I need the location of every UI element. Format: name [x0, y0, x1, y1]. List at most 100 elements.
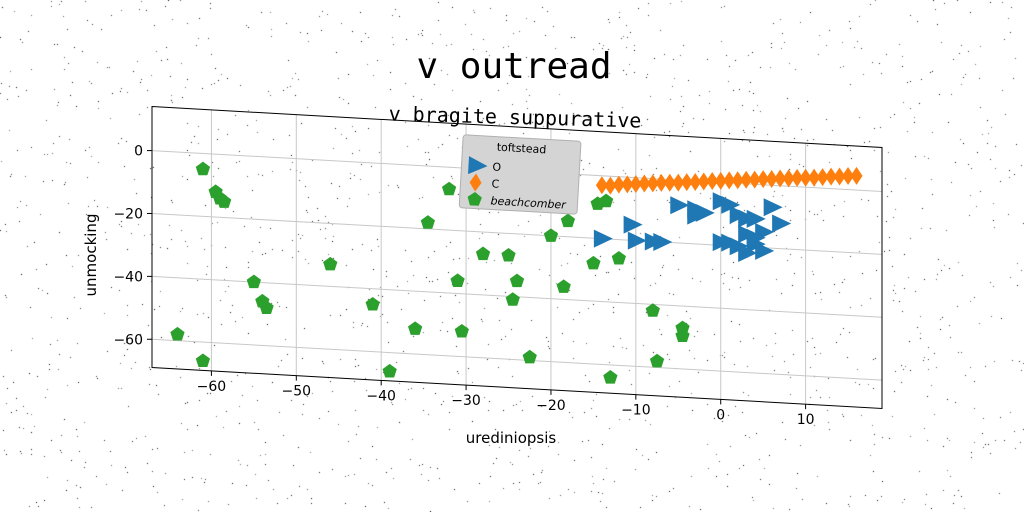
data-point: [714, 171, 727, 190]
data-point: [627, 231, 647, 250]
data-point: [850, 166, 863, 185]
data-point: [450, 273, 465, 287]
data-point: [593, 229, 613, 248]
plot-frame: [151, 106, 883, 409]
data-point: [195, 161, 211, 176]
data-point: [638, 174, 651, 193]
data-point: [842, 167, 855, 186]
data-point: [604, 176, 617, 195]
legend-marker: [469, 173, 482, 192]
data-point: [454, 323, 469, 338]
x-tick-label: −40: [366, 388, 396, 404]
data-point: [680, 173, 693, 192]
data-point: [509, 273, 525, 288]
series-c: [595, 166, 863, 195]
data-point: [408, 321, 423, 335]
data-point: [646, 174, 659, 193]
data-point: [663, 173, 676, 192]
data-point: [323, 256, 338, 271]
legend-title: toftstead: [496, 141, 546, 157]
series-o: [593, 192, 792, 263]
data-point: [259, 300, 274, 315]
data-point: [746, 228, 766, 247]
plot-area: −60 −50 −40 −30 −20 −10 0 10 0 −20 −40 −60 toftstead…: [113, 106, 883, 428]
chart-title: v outread: [416, 46, 611, 87]
data-point: [774, 169, 787, 188]
y-tick-label: −60: [113, 332, 143, 348]
data-point: [382, 363, 397, 378]
x-tick-label: −10: [621, 403, 651, 419]
data-point: [687, 206, 707, 225]
series-beachcomber: [170, 161, 690, 384]
data-point: [598, 193, 614, 208]
data-point: [543, 228, 559, 242]
data-point: [611, 250, 626, 265]
legend-label: C: [491, 177, 500, 190]
data-point: [808, 168, 821, 187]
data-point: [629, 174, 642, 193]
x-tick-label: −20: [536, 398, 566, 414]
data-point: [675, 320, 690, 335]
data-point: [505, 292, 520, 306]
chart-subtitle: v bragite suppurative: [388, 101, 641, 132]
data-point: [738, 244, 758, 263]
data-point: [712, 233, 732, 252]
x-tick-label: −30: [451, 393, 481, 409]
data-point: [755, 241, 775, 260]
data-point: [217, 194, 232, 208]
legend-marker: [467, 192, 482, 206]
data-point: [649, 353, 665, 368]
legend-box: [458, 134, 582, 215]
data-point: [689, 172, 702, 191]
legend-label: O: [492, 160, 502, 173]
data-point: [621, 175, 634, 194]
y-axis-label: unmocking: [82, 214, 100, 297]
data-point: [475, 246, 491, 261]
data-point: [603, 370, 618, 384]
data-point: [623, 215, 643, 234]
data-point: [170, 326, 185, 341]
data-point: [195, 353, 211, 368]
y-tick-label: 0: [134, 144, 143, 160]
data-point: [763, 198, 783, 217]
data-point: [655, 173, 668, 192]
data-point: [697, 172, 710, 191]
data-point: [672, 173, 685, 192]
data-point: [757, 170, 770, 189]
y-tick-label: −20: [113, 206, 143, 222]
data-point: [721, 195, 741, 214]
x-tick-label: −60: [197, 379, 227, 395]
y-tick-label: −40: [113, 269, 143, 285]
data-point: [420, 215, 436, 229]
y-grid-line: [151, 338, 883, 381]
x-tick-label: 0: [716, 407, 725, 423]
data-point: [746, 209, 766, 228]
data-point: [595, 176, 608, 195]
data-point: [612, 175, 625, 194]
data-point: [246, 274, 261, 289]
legend-label: beachcomber: [490, 194, 567, 211]
data-point: [833, 167, 846, 186]
x-tick-label: −50: [282, 384, 312, 400]
legend-marker: [468, 156, 488, 175]
x-tick-label: 10: [797, 412, 815, 428]
data-point: [675, 328, 690, 343]
data-point: [365, 296, 380, 311]
data-point: [740, 170, 753, 189]
data-point: [556, 279, 571, 293]
data-point: [653, 232, 673, 251]
data-point: [670, 196, 690, 215]
data-point: [782, 169, 795, 188]
data-point: [791, 168, 804, 187]
x-axis-label: urediniopsis: [466, 429, 557, 447]
data-point: [816, 168, 829, 187]
data-point: [645, 303, 660, 317]
data-point: [706, 172, 719, 191]
data-point: [748, 170, 761, 189]
data-point: [765, 169, 778, 188]
data-point: [799, 168, 812, 187]
data-point: [723, 171, 736, 190]
data-point: [522, 349, 537, 364]
